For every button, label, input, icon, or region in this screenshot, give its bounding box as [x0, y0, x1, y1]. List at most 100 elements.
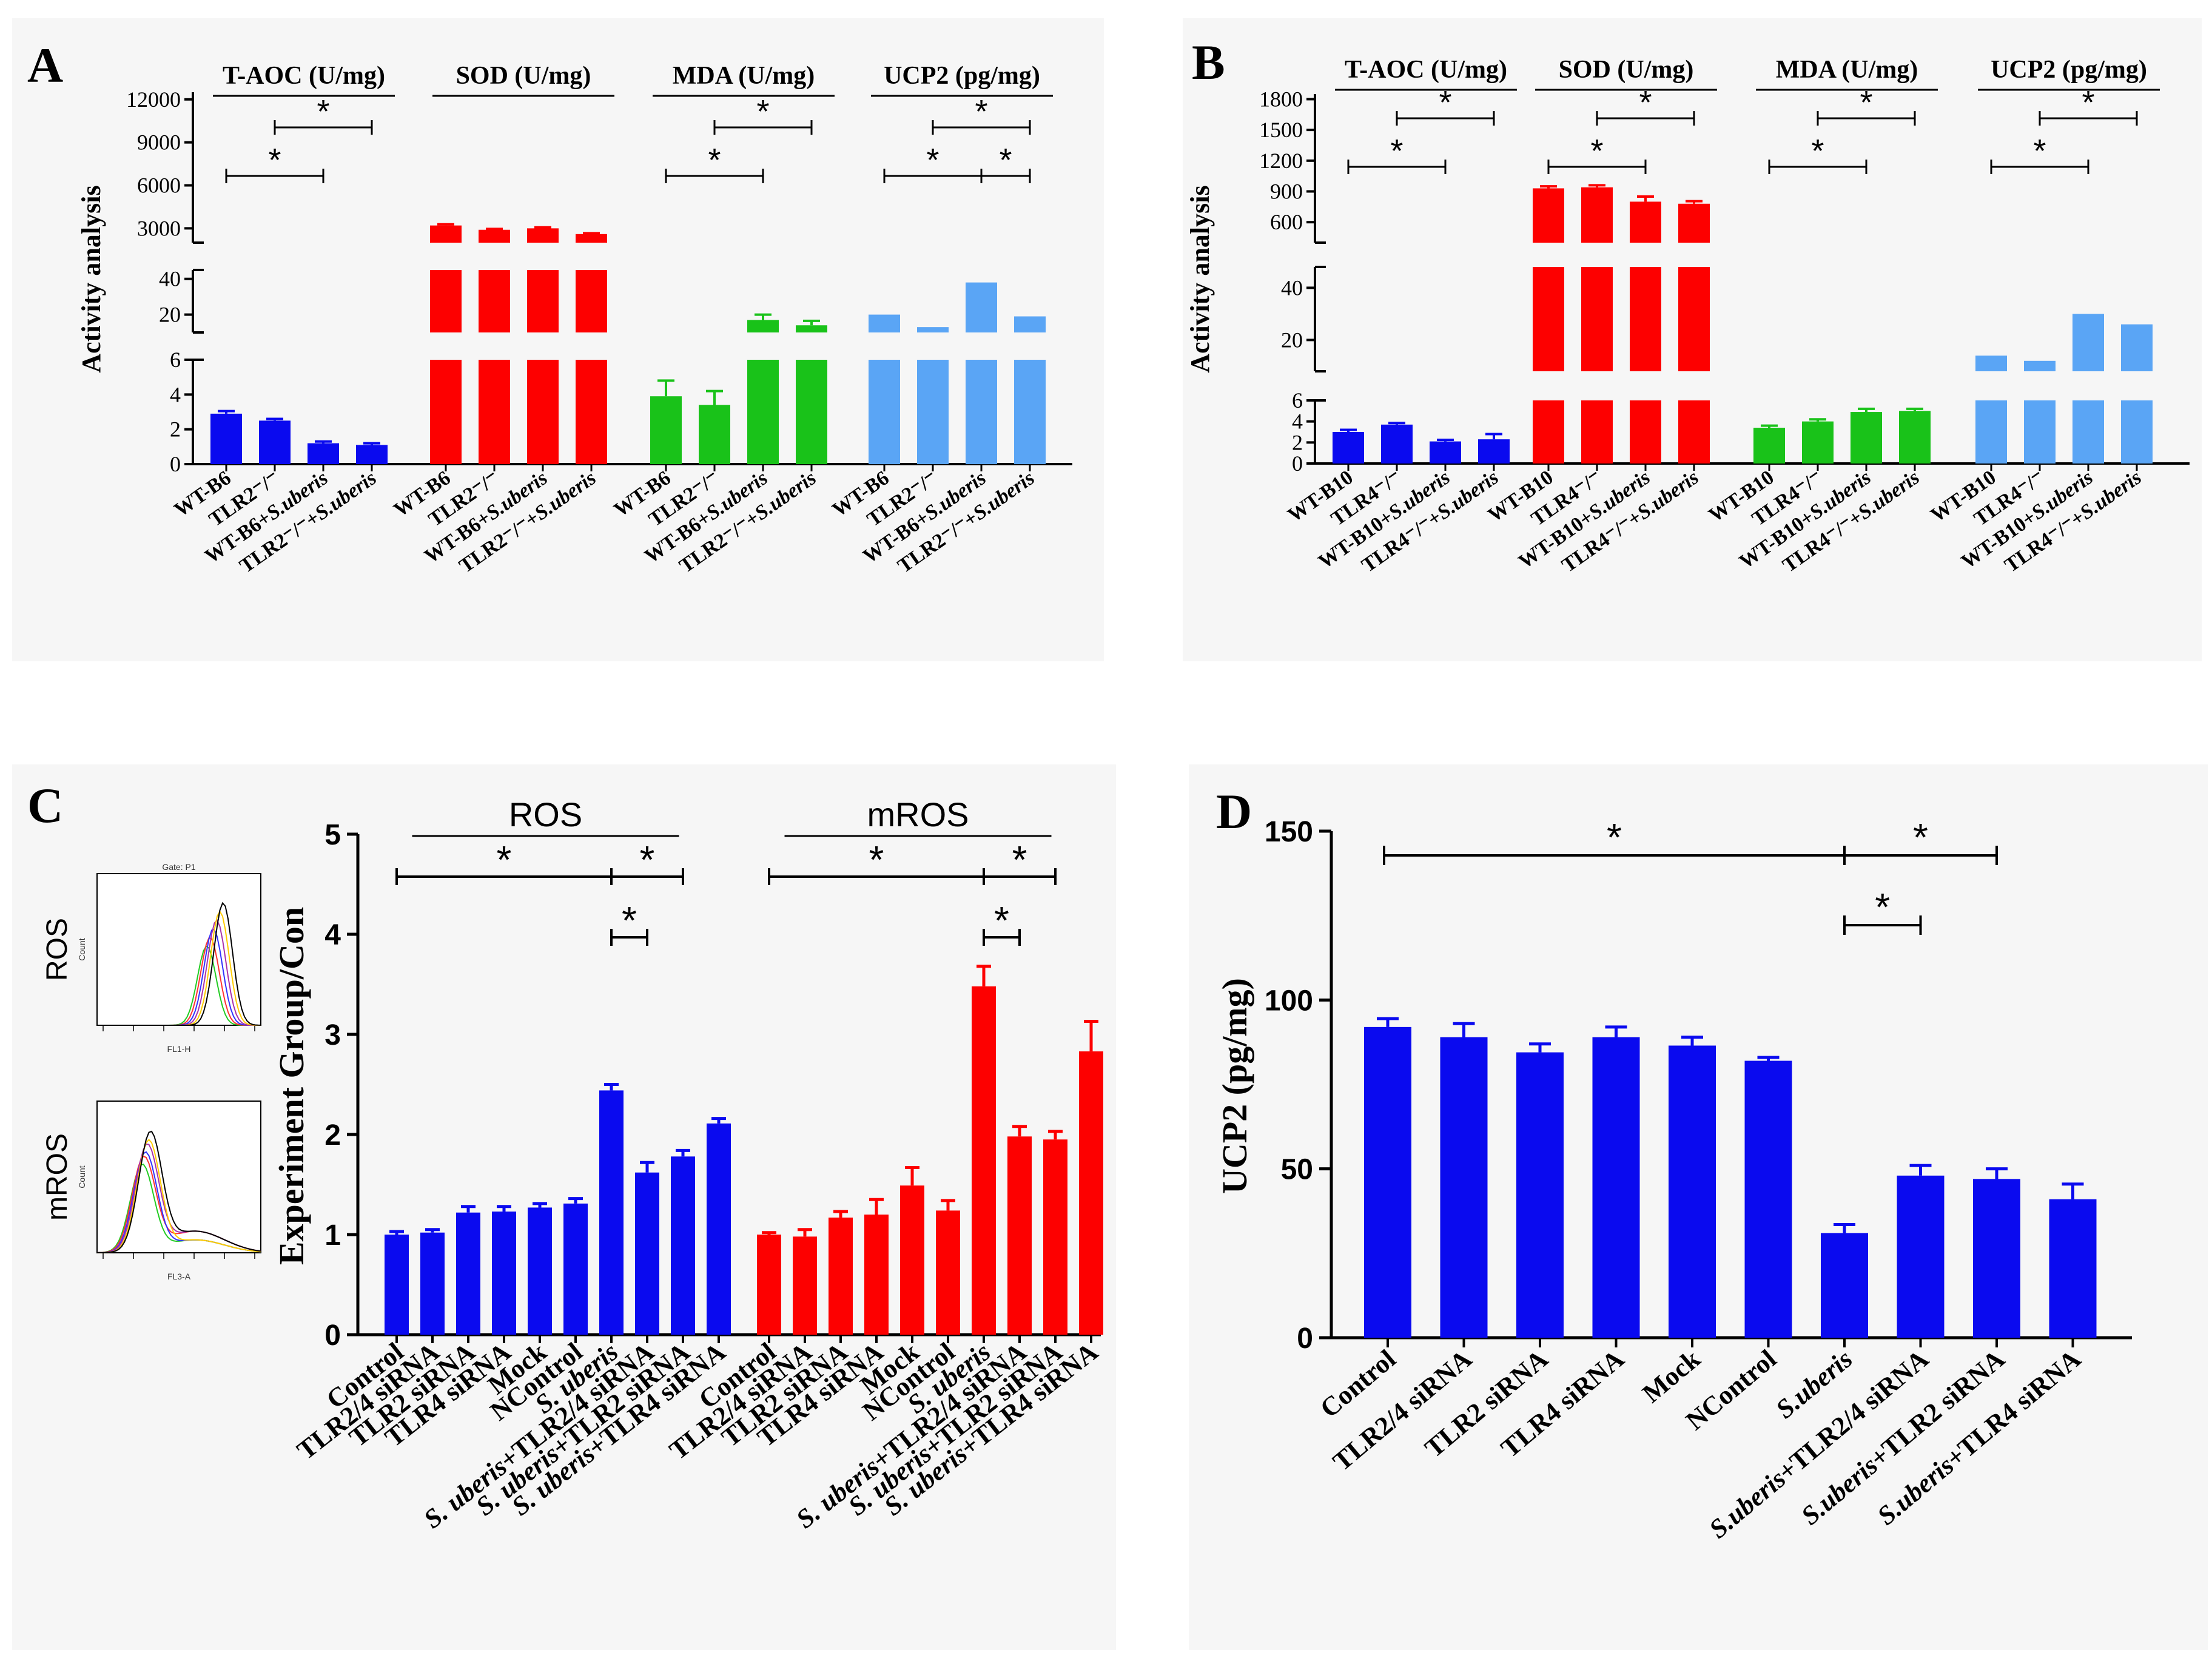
d-bar [1440, 1037, 1488, 1338]
c-ytick-label: 4 [324, 919, 341, 951]
chartB-bar-segment [1975, 400, 2007, 463]
d-bar [1744, 1060, 1792, 1338]
chartA-bar-segment [796, 360, 827, 464]
chartA-y-axis-label: Activity analysis [76, 185, 106, 372]
chartA-sig-star: * [975, 93, 987, 130]
chartA-bar-segment [747, 360, 779, 464]
c-bar [707, 1123, 731, 1335]
chartA-bar-segment [479, 270, 510, 332]
panel-a-background [12, 18, 1104, 661]
c-bar [972, 986, 996, 1335]
chartB-sig-star: * [1860, 84, 1872, 121]
c-bar [671, 1156, 695, 1335]
chartB-group-title: T-AOC (U/mg) [1345, 56, 1507, 84]
c-bar [528, 1207, 552, 1335]
chartB-bar-segment [1581, 187, 1613, 243]
chartA-ytick-label: 6 [170, 348, 181, 372]
chartB-ytick-label: 0 [1292, 451, 1303, 476]
chartA-sig-star: * [926, 142, 939, 178]
c-y-axis-label: Experiment Group/Con [272, 907, 311, 1265]
chartB-bar-segment [1899, 411, 1931, 463]
c-sig-star: * [497, 838, 512, 881]
histogram-y-label: Count [77, 1165, 87, 1188]
chartA-bar-segment [527, 228, 559, 243]
chartB-bar-segment [1678, 203, 1710, 243]
chartA-ytick-label: 6000 [137, 174, 181, 198]
panel-label-d: D [1216, 784, 1252, 839]
panel-c-histograms: Gate: P1 FL1-H Count ROS FL3-A Count mROS [41, 862, 261, 1281]
c-bar [420, 1232, 445, 1335]
chartB-sig-star: * [1811, 133, 1824, 169]
d-bar [1821, 1233, 1868, 1338]
d-bar [1516, 1052, 1564, 1338]
d-bar [1973, 1179, 2020, 1338]
chartB-bar-segment [1630, 201, 1661, 243]
c-bar [864, 1215, 889, 1335]
chartA-bar-segment [917, 327, 949, 332]
c-bar [793, 1236, 817, 1335]
histogram-y-label: Count [77, 938, 87, 960]
chartB-ytick-label: 4 [1292, 410, 1303, 434]
chartB-bar-segment [1533, 400, 1564, 463]
c-ytick-label: 1 [324, 1219, 341, 1252]
chartA-bar-segment [1014, 316, 1046, 332]
c-group-title: mROS [867, 795, 969, 834]
chartA-bar-segment [210, 413, 242, 464]
chartB-ytick-label: 1200 [1259, 149, 1303, 173]
chartA-bar-segment [356, 445, 388, 464]
d-bar [1364, 1026, 1411, 1338]
chartB-bar-segment [1381, 424, 1413, 463]
chartB-sig-star: * [2082, 84, 2094, 121]
chartB-sig-star: * [1390, 133, 1403, 169]
chartA-bar-segment [699, 405, 730, 464]
chartB-group-title: SOD (U/mg) [1559, 56, 1694, 84]
chartB-bar-segment [1581, 400, 1613, 463]
panel-label-b: B [1192, 35, 1225, 90]
chartB-bar-segment [1678, 400, 1710, 463]
chartA-bar-segment [1014, 360, 1046, 464]
chartA-bar-segment [576, 360, 607, 464]
chartA-bar-segment [527, 360, 559, 464]
chartB-ytick-label: 900 [1270, 180, 1303, 204]
c-ytick-label: 2 [324, 1119, 341, 1151]
c-ytick-label: 3 [324, 1019, 341, 1051]
histogram-frame [96, 1101, 261, 1253]
histogram-curve [96, 1130, 261, 1253]
histogram-x-label: FL1-H [167, 1044, 191, 1054]
d-bar [2049, 1199, 2097, 1338]
chartB-ytick-label: 600 [1270, 210, 1303, 234]
chartB-bar-segment [2024, 400, 2056, 463]
chartA-bar-segment [796, 325, 827, 332]
c-sig-star: * [640, 838, 655, 881]
d-bar [1669, 1045, 1716, 1338]
c-bar [563, 1203, 588, 1335]
chartB-bar-segment [2024, 360, 2056, 371]
chartB-bar-segment [2072, 314, 2104, 371]
chartA-sig-star: * [756, 93, 769, 130]
c-bar [492, 1212, 516, 1335]
chartB-bar-segment [2072, 400, 2104, 463]
chartA-bar-segment [966, 360, 997, 464]
chartA-group-title: T-AOC (U/mg) [223, 62, 385, 90]
c-bar [635, 1172, 659, 1335]
chartA-sig-star: * [317, 93, 329, 130]
chartA-bar-segment [747, 320, 779, 332]
c-sig-star: * [994, 898, 1009, 942]
d-sig-star: * [1875, 885, 1890, 929]
chartB-bar-segment [1533, 188, 1564, 243]
chartB-bar-segment [1975, 356, 2007, 371]
histogram-curve [97, 1139, 261, 1253]
panel-label-c: C [27, 778, 63, 833]
c-ytick-label: 5 [324, 819, 341, 851]
chartA-bar-segment [917, 360, 949, 464]
d-bar [1592, 1037, 1640, 1338]
d-sig-star: * [1913, 815, 1928, 859]
chartB-ytick-label: 1500 [1259, 118, 1303, 142]
chartB-sig-star: * [1439, 84, 1451, 121]
c-sig-star: * [1012, 838, 1027, 881]
c-bar [1079, 1051, 1103, 1335]
chartA-ytick-label: 12000 [126, 87, 181, 112]
histogram-curve [97, 902, 261, 1026]
